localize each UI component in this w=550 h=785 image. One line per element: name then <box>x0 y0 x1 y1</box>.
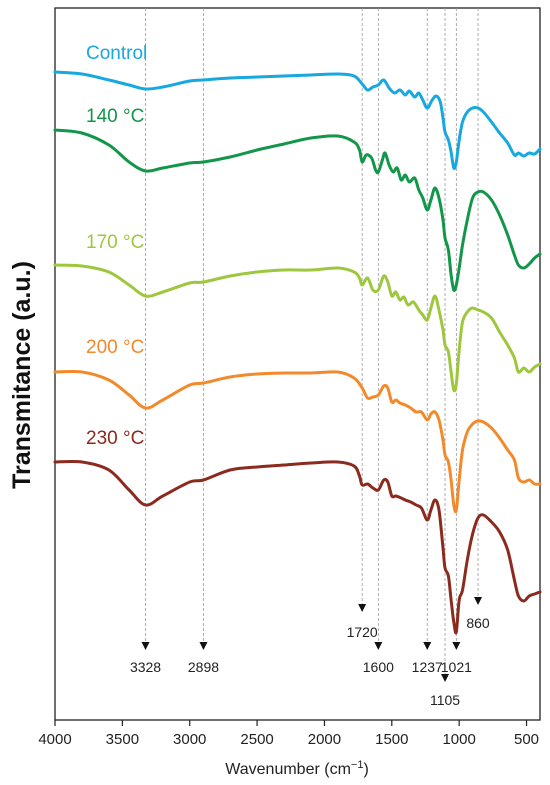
series-line-230-c <box>53 459 542 635</box>
x-tick-label-1500: 1500 <box>375 731 408 748</box>
x-tick-label-3500: 3500 <box>106 731 139 748</box>
peak-arrow-1720 <box>358 604 367 612</box>
peak-label-1021: 1021 <box>441 659 472 675</box>
series-line-control <box>53 70 542 170</box>
peak-label-1600: 1600 <box>363 659 394 675</box>
peak-label-2898: 2898 <box>188 659 219 675</box>
series-label-230-c: 230 °C <box>86 428 144 449</box>
series-label-140-c: 140 °C <box>86 106 144 127</box>
series-label-170-c: 170 °C <box>86 232 144 253</box>
peak-label-1720: 1720 <box>347 624 378 640</box>
x-tick-label-4000: 4000 <box>38 731 71 748</box>
x-tick-label-3000: 3000 <box>173 731 206 748</box>
peak-arrow-860 <box>474 597 483 605</box>
series-labels: Control 140 °C 170 °C 200 °C 230 °C <box>86 43 147 449</box>
peak-label-1237: 1237 <box>412 659 443 675</box>
peak-label-3328: 3328 <box>130 659 161 675</box>
peak-arrow-2898 <box>199 642 208 650</box>
series-label-control: Control <box>86 43 147 64</box>
x-axis-title: Wavenumber (cm−1) <box>225 759 369 778</box>
peak-arrow-1021 <box>452 642 461 650</box>
series-line-200-c <box>53 369 542 514</box>
peak-label-1105: 1105 <box>430 692 460 708</box>
peak-arrow-3328 <box>141 642 150 650</box>
series-line-170-c <box>53 263 542 393</box>
x-tick-label-2500: 2500 <box>240 731 273 748</box>
peak-arrow-1105 <box>441 674 450 682</box>
x-tick-label-500: 500 <box>514 731 539 748</box>
peak-label-860: 860 <box>466 615 490 631</box>
x-tick-label-1000: 1000 <box>442 731 475 748</box>
x-tick-label-2000: 2000 <box>308 731 341 748</box>
peak-arrow-1600 <box>374 642 383 650</box>
x-axis-ticks: 4000 3500 3000 2500 2000 1500 1000 500 <box>38 720 539 748</box>
peak-markers: 3328 2898 1720 1600 1237 1105 1021 860 <box>130 597 490 708</box>
series-line-140-c <box>53 128 542 292</box>
y-axis-title: Transmitance (a.u.) <box>8 261 36 489</box>
spectrum-series <box>53 70 542 635</box>
peak-arrow-1237 <box>423 642 432 650</box>
series-label-200-c: 200 °C <box>86 337 144 358</box>
